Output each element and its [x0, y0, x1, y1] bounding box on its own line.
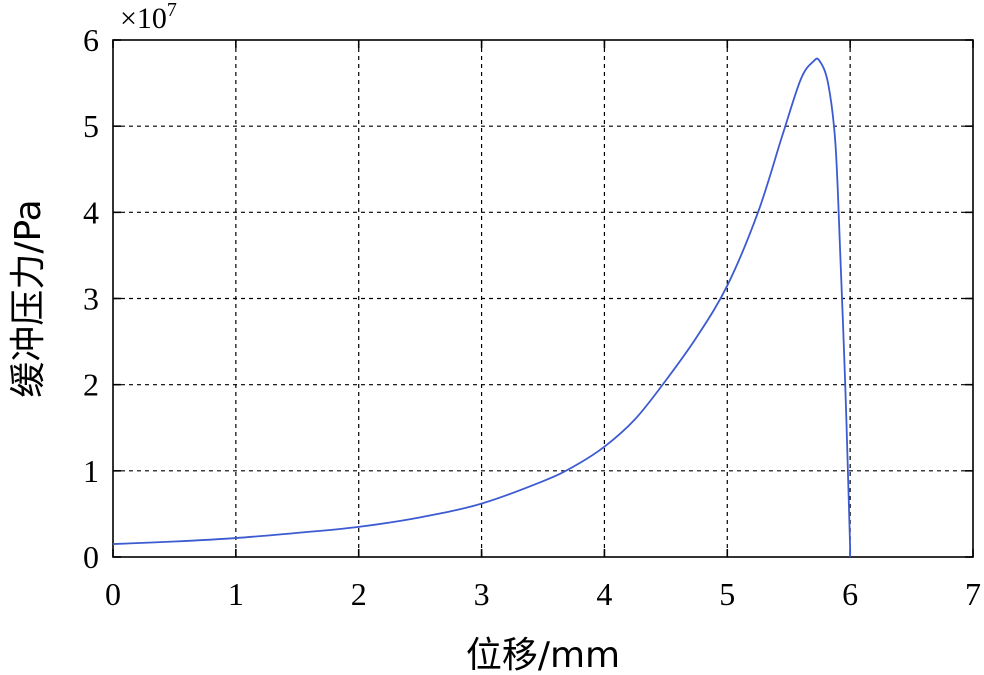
y-tick-labels: 0 1 2 3 4 5 6 — [83, 22, 99, 575]
x-tick-labels: 0 1 2 3 4 5 6 7 — [105, 576, 981, 612]
x-tick-label: 3 — [474, 576, 490, 612]
y-tick-label: 6 — [83, 22, 99, 58]
tick-marks — [112, 39, 974, 558]
y-tick-label: 0 — [83, 539, 99, 575]
y-exponent-power: 7 — [167, 0, 177, 21]
x-tick-label: 6 — [842, 576, 858, 612]
x-tick-label: 4 — [596, 576, 612, 612]
x-tick-label: 0 — [105, 576, 121, 612]
y-exponent-label: ×107 — [120, 0, 177, 35]
x-tick-label: 7 — [965, 576, 981, 612]
x-tick-label: 5 — [719, 576, 735, 612]
y-tick-label: 4 — [83, 194, 99, 230]
y-axis-title: 缓冲压力/Pa — [8, 199, 49, 397]
x-axis-title: 位移/mm — [466, 635, 620, 675]
x-tick-label: 1 — [228, 576, 244, 612]
y-tick-label: 2 — [83, 367, 99, 403]
y-tick-label: 3 — [83, 281, 99, 317]
series-line — [112, 57, 852, 557]
y-exponent-base: ×10 — [120, 2, 167, 35]
x-tick-label: 2 — [351, 576, 367, 612]
y-tick-label: 1 — [83, 453, 99, 489]
grid-lines — [113, 40, 973, 557]
y-tick-label: 5 — [83, 108, 99, 144]
